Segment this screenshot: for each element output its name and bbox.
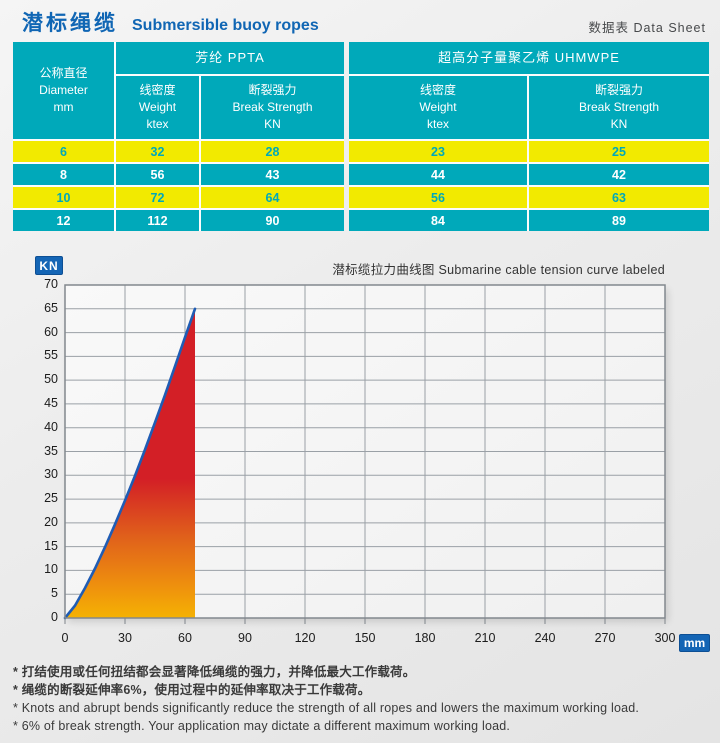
x-tick-label: 60 xyxy=(178,631,192,645)
diameter-label-zh: 公称直径 xyxy=(39,66,88,81)
x-tick-label: 180 xyxy=(414,631,436,645)
y-tick-label: 65 xyxy=(44,300,58,315)
tension-curve-chart: KN 潜标缆拉力曲线图 Submarine cable tension curv… xyxy=(0,248,720,660)
y-tick-label: 50 xyxy=(44,372,58,387)
chart-plot-area xyxy=(63,284,666,624)
table-cell-break: 25 xyxy=(529,141,709,162)
x-tick-label: 210 xyxy=(474,631,496,645)
table-cell-weight: 44 xyxy=(349,164,527,185)
footnote-en-2: * 6% of break strength. Your application… xyxy=(13,719,511,733)
x-tick-label: 240 xyxy=(534,631,556,645)
uhmwpe-weight-header: 线密度 Weight ktex xyxy=(349,76,527,139)
ppta-table: 公称直径 Diameter mm 芳纶 PPTA 线密度 Weight ktex… xyxy=(13,42,344,231)
table-cell-weight: 23 xyxy=(349,141,527,162)
break-label-zh: 断裂强力 xyxy=(248,83,297,98)
chart-plot-svg xyxy=(63,284,666,624)
footnote-zh-2: * 绳缆的断裂延伸率6%，使用过程中的延伸率取决于工作载荷。 xyxy=(13,683,371,697)
datasheet-label: 数据表 Data Sheet xyxy=(588,21,706,35)
y-tick-label: 30 xyxy=(44,467,58,482)
chart-title: 潜标缆拉力曲线图 Submarine cable tension curve l… xyxy=(332,263,665,277)
weight-label-en: Weight xyxy=(419,100,457,115)
table-cell-weight: 72 xyxy=(116,187,199,208)
table-cell-break: 43 xyxy=(201,164,344,185)
ppta-group-header: 芳纶 PPTA xyxy=(116,42,344,74)
break-unit: KN xyxy=(264,116,281,131)
table-cell-diameter: 12 xyxy=(13,210,114,231)
x-tick-label: 90 xyxy=(238,631,252,645)
y-tick-label: 25 xyxy=(44,491,58,506)
y-tick-label: 60 xyxy=(44,324,58,339)
uhmwpe-group-header: 超高分子量聚乙烯 UHMWPE xyxy=(349,42,709,74)
uhmwpe-break-header: 断裂强力 Break Strength KN xyxy=(529,76,709,139)
table-cell-break: 90 xyxy=(201,210,344,231)
footnote-en-1: * Knots and abrupt bends significantly r… xyxy=(13,701,640,715)
ppta-break-header: 断裂强力 Break Strength KN xyxy=(201,76,344,139)
x-tick-label: 120 xyxy=(294,631,316,645)
uhmwpe-table: 超高分子量聚乙烯 UHMWPE 线密度 Weight ktex 断裂强力 Bre… xyxy=(349,42,709,231)
table-cell-weight: 56 xyxy=(349,187,527,208)
page-title-en: Submersible buoy ropes xyxy=(132,17,319,34)
table-cell-break: 28 xyxy=(201,141,344,162)
table-cell-weight: 56 xyxy=(116,164,199,185)
y-tick-label: 40 xyxy=(44,419,58,434)
y-tick-label: 15 xyxy=(44,538,58,553)
break-label-en: Break Strength xyxy=(578,100,660,115)
y-tick-label: 0 xyxy=(51,610,58,624)
y-tick-label: 5 xyxy=(51,586,58,601)
diameter-unit: mm xyxy=(53,99,74,114)
table-cell-weight: 32 xyxy=(116,141,199,162)
y-axis-unit-badge: KN xyxy=(35,256,63,275)
break-unit: KN xyxy=(610,116,628,131)
weight-unit: ktex xyxy=(426,116,449,131)
weight-label-zh: 线密度 xyxy=(139,83,176,98)
x-tick-label: 30 xyxy=(118,631,132,645)
y-tick-label: 10 xyxy=(44,562,58,577)
table-cell-break: 64 xyxy=(201,187,344,208)
y-tick-label: 70 xyxy=(44,277,58,291)
table-cell-diameter: 6 xyxy=(13,141,114,162)
diameter-header-cell: 公称直径 Diameter mm xyxy=(13,42,114,139)
x-tick-label: 300 xyxy=(654,631,676,645)
y-tick-label: 45 xyxy=(44,395,58,410)
table-cell-break: 89 xyxy=(529,210,709,231)
break-label-en: Break Strength xyxy=(232,100,313,115)
table-cell-break: 63 xyxy=(529,187,709,208)
page-header: 潜标绳缆 Submersible buoy ropes xyxy=(22,7,319,37)
ppta-weight-header: 线密度 Weight ktex xyxy=(116,76,199,139)
table-cell-weight: 84 xyxy=(349,210,527,231)
table-cell-weight: 112 xyxy=(116,210,199,231)
y-tick-label: 20 xyxy=(44,514,58,529)
table-cell-diameter: 10 xyxy=(13,187,114,208)
weight-label-en: Weight xyxy=(138,100,177,115)
weight-unit: ktex xyxy=(146,116,169,131)
diameter-label-en: Diameter xyxy=(39,83,88,98)
page-title-zh: 潜标绳缆 xyxy=(22,12,118,35)
break-label-zh: 断裂强力 xyxy=(594,83,643,98)
x-tick-label: 0 xyxy=(61,631,69,645)
x-axis-unit-badge: mm xyxy=(679,634,710,652)
weight-label-zh: 线密度 xyxy=(419,83,456,98)
x-tick-label: 150 xyxy=(354,631,376,645)
y-tick-label: 35 xyxy=(44,443,58,458)
y-tick-label: 55 xyxy=(44,348,58,363)
footnote-zh-1: * 打结使用或任何扭结都会显著降低绳缆的强力，并降低最大工作载荷。 xyxy=(13,665,416,679)
table-cell-break: 42 xyxy=(529,164,709,185)
table-cell-diameter: 8 xyxy=(13,164,114,185)
x-tick-label: 270 xyxy=(594,631,616,645)
